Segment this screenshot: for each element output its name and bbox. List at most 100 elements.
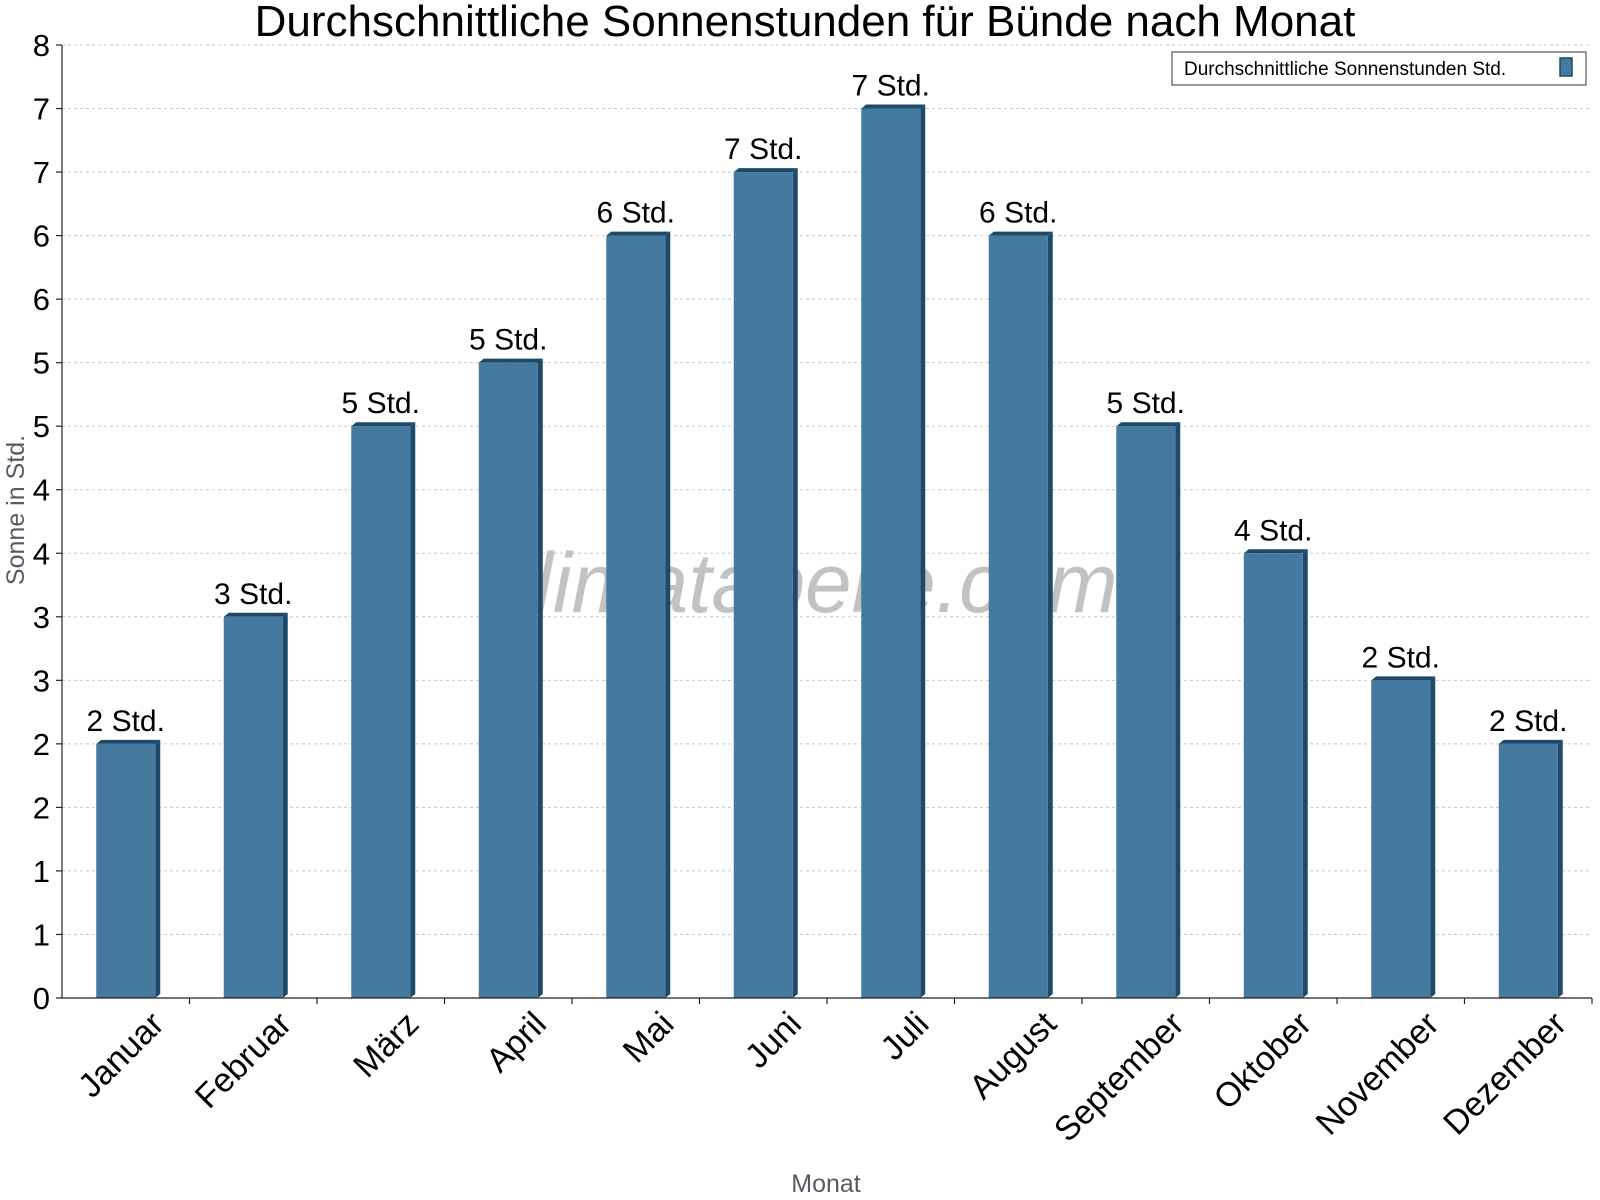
value-label: 6 Std. [979, 197, 1057, 230]
bar-side [1430, 676, 1436, 998]
bar-front [988, 235, 1048, 999]
value-labels: 2 Std. 3 Std. 5 Std. 5 Std. 6 Std. 7 Std. 7 St… [87, 70, 1568, 738]
x-tick-label: August [962, 1004, 1064, 1106]
bar-front [1116, 426, 1176, 998]
y-axis-ticks: 0 1 1 2 2 3 3 4 4 5 5 6 6 7 7 8 [33, 28, 62, 1016]
bar-8 [1116, 422, 1181, 998]
bar-10 [1371, 676, 1436, 998]
y-tick-label: 4 [33, 473, 50, 508]
value-label: 2 Std. [87, 705, 165, 738]
bar-2 [351, 422, 416, 998]
bar-side [792, 168, 798, 999]
x-tick-label: April [479, 1005, 554, 1080]
bar-front [1243, 553, 1303, 998]
bar-front [1498, 743, 1558, 998]
bar-3 [478, 358, 543, 999]
x-tick-label: Februar [188, 1005, 299, 1116]
x-axis-ticks: Januar Februar März April Mai Juni Juli AugustS… [71, 998, 1593, 1149]
legend-box [1171, 51, 1587, 86]
bar-front [223, 616, 283, 998]
x-tick-label: März [346, 1005, 426, 1085]
bar-top [351, 422, 416, 427]
bar-side [1557, 739, 1563, 998]
bar-5 [733, 168, 798, 999]
bar-0 [96, 739, 161, 998]
x-tick-label: Januar [71, 1005, 171, 1105]
x-tick-label: Juni [738, 1005, 809, 1076]
bar-side [282, 612, 288, 998]
chart-title: Durchschnittliche Sonnenstunden für Bünd… [255, 0, 1356, 46]
bar-front [1371, 680, 1431, 998]
legend-swatch [1559, 57, 1573, 77]
x-tick-label: Dezember [1436, 1005, 1574, 1143]
y-tick-label: 1 [33, 917, 50, 952]
value-label: 2 Std. [1362, 641, 1440, 674]
y-tick-label: 2 [33, 727, 50, 762]
x-tick-label: September [1047, 1005, 1191, 1149]
y-tick-label: 6 [33, 282, 50, 317]
y-axis-label: Sonne in Std. [2, 435, 30, 585]
bar-side [1047, 231, 1053, 999]
y-tick-label: 4 [33, 536, 50, 571]
value-label: 5 Std. [469, 324, 547, 357]
value-label: 2 Std. [1489, 705, 1567, 738]
y-tick-label: 5 [33, 346, 50, 381]
bar-6 [861, 104, 926, 999]
bar-front [733, 172, 793, 999]
value-label: 7 Std. [724, 133, 802, 166]
bar-front [861, 108, 921, 999]
bar-9 [1243, 549, 1308, 998]
y-tick-label: 5 [33, 409, 50, 444]
value-label: 5 Std. [342, 387, 420, 420]
x-axis-label: Monat [791, 1170, 861, 1198]
y-tick-label: 2 [33, 790, 50, 825]
bar-side [1302, 549, 1308, 998]
bar-side [1175, 422, 1181, 998]
bar-11 [1498, 739, 1563, 998]
y-tick-label: 0 [33, 981, 50, 1016]
bar-side [920, 104, 926, 999]
legend-entry-label: Durchschnittliche Sonnenstunden Std. [1184, 59, 1506, 80]
bar-top [478, 358, 543, 363]
bar-front [606, 235, 666, 999]
bar-top [606, 231, 671, 236]
bar-top [988, 231, 1053, 236]
y-tick-label: 8 [33, 28, 50, 63]
axes [61, 45, 1592, 999]
bar-front [351, 426, 411, 998]
bar-top [1371, 676, 1436, 681]
bar-top [733, 168, 798, 173]
bar-side [665, 231, 671, 999]
bar-1 [223, 612, 288, 998]
value-label: 5 Std. [1107, 387, 1185, 420]
bar-top [223, 612, 288, 617]
value-label: 7 Std. [852, 70, 930, 103]
bar-side [537, 358, 543, 999]
x-tick-label: Juli [873, 1005, 936, 1068]
y-tick-label: 3 [33, 600, 50, 635]
value-label: 6 Std. [597, 197, 675, 230]
bar-top [1243, 549, 1308, 554]
grid-lines [62, 44, 1592, 935]
bar-side [410, 422, 416, 998]
x-tick-label: November [1309, 1005, 1447, 1143]
bars [96, 104, 1563, 999]
bar-side [155, 739, 161, 998]
value-label: 4 Std. [1234, 514, 1312, 547]
bar-top [1498, 739, 1563, 744]
x-tick-label: Mai [616, 1005, 682, 1071]
bar-4 [606, 231, 671, 999]
bar-7 [988, 231, 1053, 999]
y-tick-label: 1 [33, 854, 50, 889]
bar-top [1116, 422, 1181, 427]
bar-top [861, 104, 926, 109]
legend: Durchschnittliche Sonnenstunden Std. [1171, 51, 1587, 86]
y-tick-label: 6 [33, 219, 50, 254]
bar-top [96, 739, 161, 744]
y-tick-label: 7 [33, 155, 50, 190]
x-tick-label: Oktober [1207, 1005, 1319, 1117]
value-label: 3 Std. [214, 578, 292, 611]
y-tick-label: 7 [33, 92, 50, 127]
bar-front [478, 362, 538, 999]
